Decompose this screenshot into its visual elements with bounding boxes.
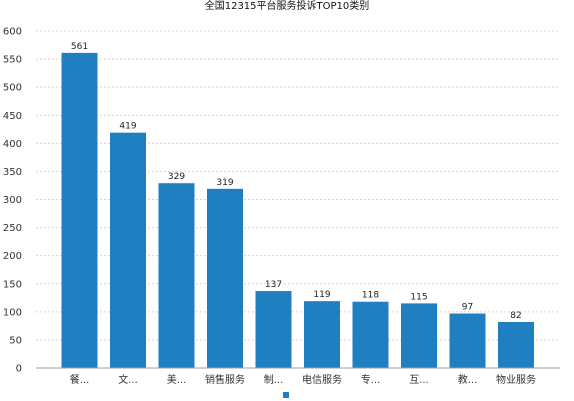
x-tick-label: 电信服务 [302, 373, 342, 386]
data-label: 118 [362, 291, 379, 301]
data-label: 319 [216, 178, 233, 188]
data-label: 82 [510, 311, 521, 321]
bars [61, 52, 534, 368]
bar[interactable] [110, 132, 146, 368]
y-tick-label: 0 [16, 364, 22, 375]
grid-lines [36, 30, 560, 341]
bar[interactable] [255, 291, 292, 368]
y-tick-label: 600 [3, 27, 22, 38]
data-label: 561 [71, 42, 88, 52]
bar[interactable] [401, 303, 437, 368]
y-tick-label: 550 [3, 55, 22, 66]
bar[interactable] [158, 183, 195, 368]
chart-title: 全国12315平台服务投诉TOP10类别 [205, 0, 370, 12]
bar[interactable] [304, 301, 340, 368]
y-tick-label: 100 [3, 307, 22, 318]
x-tick-label: 专... [361, 373, 381, 386]
bar[interactable] [61, 52, 98, 368]
x-tick-label: 制... [264, 373, 284, 386]
y-tick-label: 400 [3, 139, 22, 150]
bar[interactable] [498, 321, 534, 368]
x-tick-label: 文... [118, 373, 138, 386]
bar[interactable] [449, 313, 486, 368]
x-tick-label: 物业服务 [496, 373, 536, 386]
x-tick-label: 餐... [70, 373, 90, 386]
bar[interactable] [352, 301, 389, 368]
y-tick-label: 300 [3, 195, 22, 206]
data-label: 329 [168, 172, 185, 182]
y-axis-ticks: 0 50 100 150 200 250 300 350 400 450 500 550 600 [3, 27, 22, 375]
data-label: 97 [462, 303, 473, 313]
data-label: 115 [410, 292, 427, 302]
bar[interactable] [207, 188, 243, 368]
y-tick-label: 50 [9, 335, 22, 346]
x-axis-labels: 餐... 文... 美... 销售服务 制... 电信服务 专... 互... 教... 物业服务 [70, 373, 536, 386]
y-tick-label: 200 [3, 251, 22, 262]
x-tick-label: 互... [409, 374, 429, 386]
x-tick-label: 销售服务 [205, 373, 245, 386]
data-label: 119 [313, 290, 330, 300]
data-label: 137 [265, 280, 282, 290]
y-tick-label: 150 [3, 279, 22, 290]
legend-swatch[interactable] [283, 392, 289, 398]
y-tick-label: 350 [3, 167, 22, 178]
data-label: 419 [119, 122, 136, 132]
data-labels: 561 419 329 319 137 119 118 115 97 82 [71, 42, 522, 321]
y-tick-label: 450 [3, 111, 22, 122]
x-tick-label: 美... [167, 373, 187, 386]
y-tick-label: 500 [3, 83, 22, 94]
y-tick-label: 250 [3, 223, 22, 234]
x-tick-label: 教... [458, 373, 478, 386]
